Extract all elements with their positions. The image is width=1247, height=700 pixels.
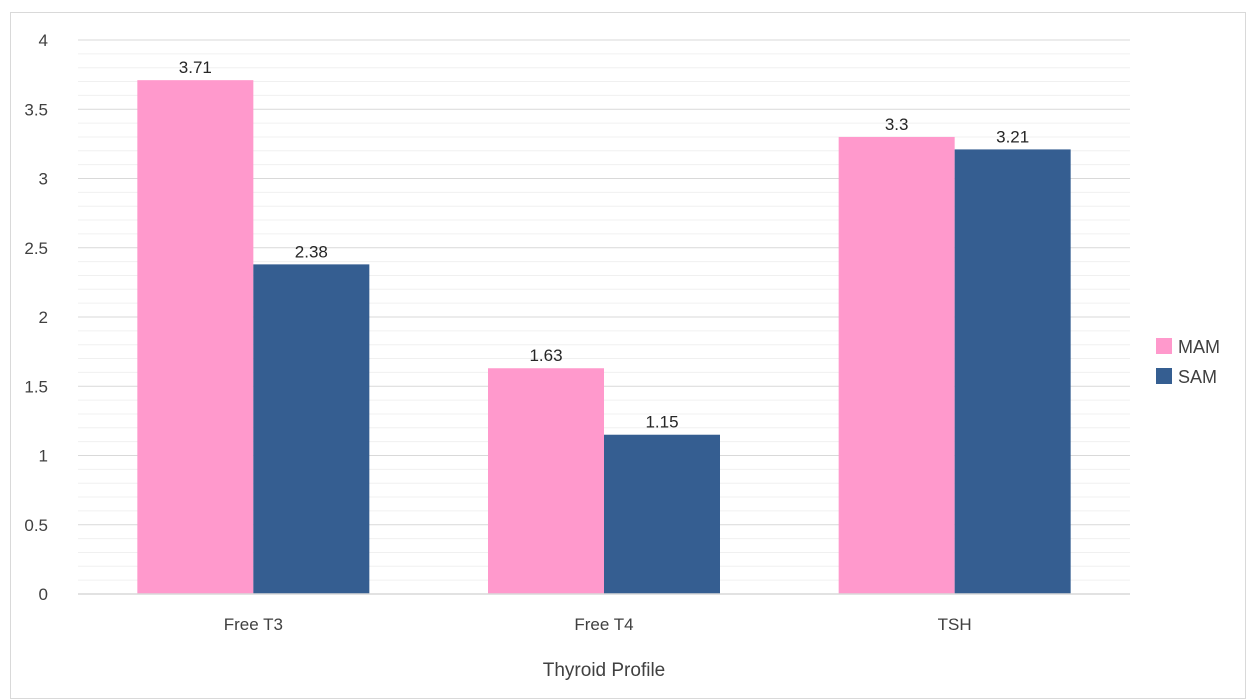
x-axis-categories: Free T3 Free T4 TSH [224, 615, 972, 634]
y-tick-label: 3 [39, 170, 48, 189]
y-axis-ticks: 0 0.5 1 1.5 2 2.5 3 3.5 4 [24, 31, 48, 604]
legend: MAM SAM [1156, 337, 1220, 387]
legend-label-sam: SAM [1178, 367, 1217, 387]
bar-mam-tsh [838, 136, 955, 594]
y-tick-label: 1.5 [24, 377, 48, 396]
data-label: 1.15 [645, 413, 678, 432]
bar-mam-free-t4 [488, 368, 604, 594]
data-label: 3.3 [885, 115, 909, 134]
y-tick-label: 3.5 [24, 100, 48, 119]
data-label: 1.63 [529, 346, 562, 365]
data-label: 2.38 [295, 242, 328, 261]
bar-sam-tsh [954, 149, 1071, 595]
data-label: 3.21 [996, 127, 1029, 146]
y-tick-label: 2 [39, 308, 48, 327]
bar-sam-free-t3 [253, 264, 370, 594]
legend-label-mam: MAM [1178, 337, 1220, 357]
x-category-label: TSH [938, 615, 972, 634]
y-tick-label: 2.5 [24, 239, 48, 258]
y-tick-label: 0.5 [24, 516, 48, 535]
y-tick-label: 4 [39, 31, 48, 50]
y-tick-label: 0 [39, 585, 48, 604]
data-label: 3.71 [179, 58, 212, 77]
bar-mam-free-t3 [137, 80, 254, 595]
legend-swatch-mam [1156, 338, 1172, 354]
x-category-label: Free T3 [224, 615, 283, 634]
bars [137, 80, 1071, 595]
y-tick-label: 1 [39, 447, 48, 466]
x-axis-title: Thyroid Profile [543, 660, 666, 681]
bar-sam-free-t4 [604, 434, 720, 594]
legend-swatch-sam [1156, 368, 1172, 384]
x-category-label: Free T4 [574, 615, 633, 634]
data-labels: 3.71 2.38 1.63 1.15 3.3 3.21 [179, 58, 1029, 432]
